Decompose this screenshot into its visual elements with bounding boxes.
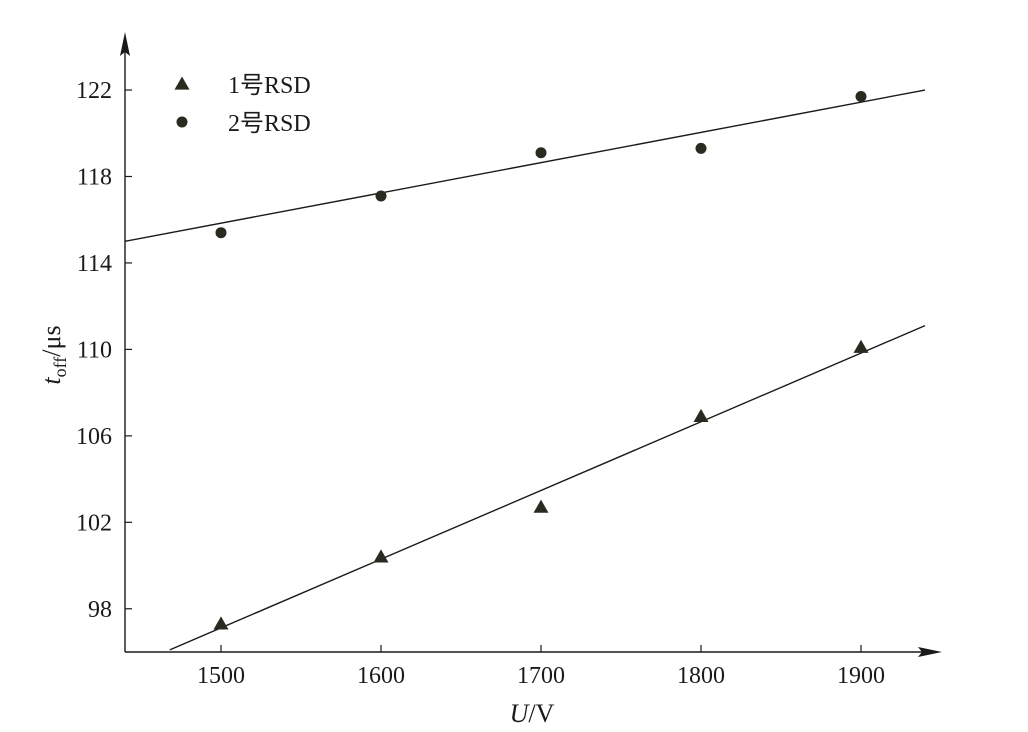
y-axis-label: toff/μs (37, 325, 70, 384)
ticks: 1500 1600 1700 1800 1900 98 102 106 110 114 118 122 (76, 78, 885, 689)
y-tick-label: 106 (76, 424, 112, 450)
legend-circle-icon (176, 116, 188, 128)
circle-point (535, 147, 547, 159)
y-tick-label: 110 (77, 337, 112, 363)
fit-line-series-2 (124, 89, 926, 243)
legend: 1号RSD 2号RSD (174, 73, 311, 137)
triangle-point (533, 499, 549, 513)
triangle-point (853, 339, 869, 353)
y-tick-label: 114 (77, 251, 112, 277)
legend-triangle-icon (174, 76, 190, 90)
x-axis-label: U/V (510, 699, 555, 728)
x-tick-label: 1700 (517, 663, 565, 689)
y-tick-label: 122 (76, 78, 112, 104)
triangle-point (213, 616, 229, 630)
circle-point (375, 190, 387, 202)
y-axis-arrow (120, 32, 130, 56)
fit-line-series-1 (169, 324, 926, 651)
legend-label: 2号RSD (228, 111, 311, 137)
x-tick-label: 1600 (357, 663, 405, 689)
axes (120, 32, 942, 657)
circle-point (215, 227, 227, 239)
y-tick-label: 118 (77, 164, 112, 190)
circle-point (855, 91, 867, 103)
x-tick-label: 1500 (197, 663, 245, 689)
data-points (213, 91, 869, 630)
legend-label: 1号RSD (228, 73, 311, 99)
fit-lines (124, 89, 926, 651)
y-tick-label: 102 (76, 510, 112, 536)
x-tick-label: 1900 (837, 663, 885, 689)
triangle-point (373, 549, 389, 563)
triangle-point (693, 408, 709, 423)
y-tick-label: 98 (88, 597, 112, 623)
x-axis-arrow (918, 647, 942, 657)
circle-point (695, 142, 707, 154)
x-tick-label: 1800 (677, 663, 725, 689)
